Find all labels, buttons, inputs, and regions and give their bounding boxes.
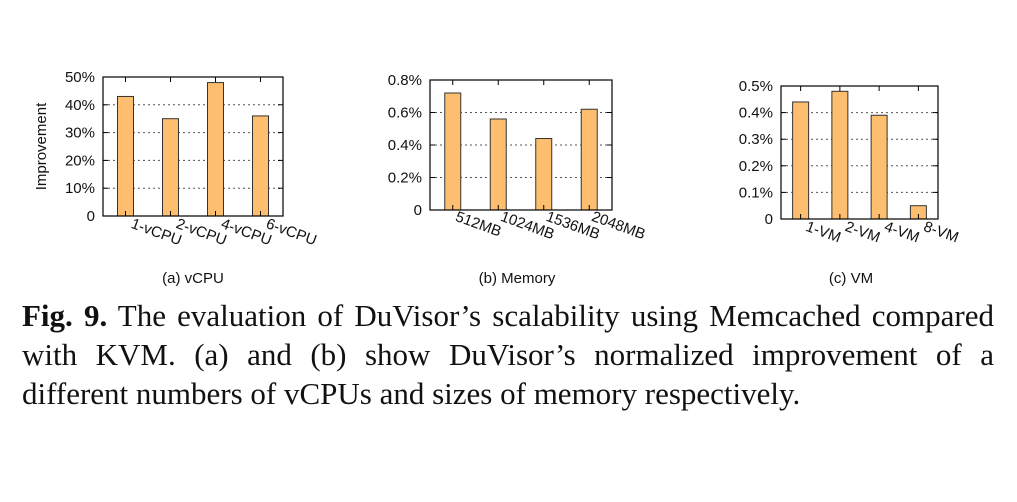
chart-subtitle: (b) Memory — [479, 270, 556, 287]
bar — [870, 114, 888, 220]
bar — [535, 138, 553, 211]
y-tick-label: 10% — [65, 180, 95, 197]
y-tick-label: 0.6% — [388, 105, 422, 122]
y-tick-label: 0.5% — [739, 78, 773, 95]
x-tick-label: 6-vCPU — [264, 215, 319, 249]
plot-frame — [102, 76, 284, 217]
x-tick-label: 1-vCPU — [129, 215, 184, 249]
bar — [444, 92, 462, 211]
y-tick-label: 0.1% — [739, 184, 773, 201]
y-tick-label: 0.4% — [739, 105, 773, 122]
y-axis-label: Improvement — [33, 102, 50, 190]
y-tick-label: 0.2% — [739, 158, 773, 175]
bar — [489, 118, 507, 211]
plot-frame — [780, 85, 939, 220]
bar — [831, 90, 849, 220]
x-tick-label: 512MB — [453, 208, 503, 240]
x-tick-label: 4-VM — [882, 218, 921, 246]
bar — [580, 108, 598, 211]
chart-subtitle: (a) vCPU — [162, 270, 224, 287]
y-tick-label: 40% — [65, 97, 95, 114]
bar — [792, 101, 810, 220]
chart-subtitle: (c) VM — [829, 270, 873, 287]
y-tick-label: 20% — [65, 152, 95, 169]
x-tick-label: 4-vCPU — [219, 215, 274, 249]
y-tick-label: 50% — [65, 69, 95, 86]
y-tick-label: 0.3% — [739, 131, 773, 148]
x-tick-label: 1-VM — [804, 218, 843, 246]
bar — [162, 118, 179, 217]
y-tick-label: 0 — [765, 211, 773, 228]
bar — [117, 95, 134, 217]
charts-area: 0 10% 20% 30% 40% 50% 1-vCPU2-vCPU4-vCPU6-vCPU… — [33, 69, 961, 287]
bar — [207, 82, 224, 217]
y-tick-label: 0.4% — [388, 137, 422, 154]
y-tick-label: 0.8% — [388, 72, 422, 89]
x-tick-label: 2-vCPU — [174, 215, 229, 249]
caption-label: Fig. 9. — [22, 298, 108, 333]
y-tick-label: 30% — [65, 125, 95, 142]
caption-text: The evaluation of DuVisor’s scalability … — [22, 298, 994, 411]
y-tick-label: 0.2% — [388, 170, 422, 187]
y-tick-label: 0 — [87, 208, 95, 225]
bar — [252, 115, 269, 217]
y-tick-label: 0 — [414, 202, 422, 219]
x-tick-label: 8-VM — [921, 218, 960, 246]
figure-caption: Fig. 9. The evaluation of DuVisor’s scal… — [22, 296, 994, 413]
x-tick-label: 2-VM — [843, 218, 882, 246]
